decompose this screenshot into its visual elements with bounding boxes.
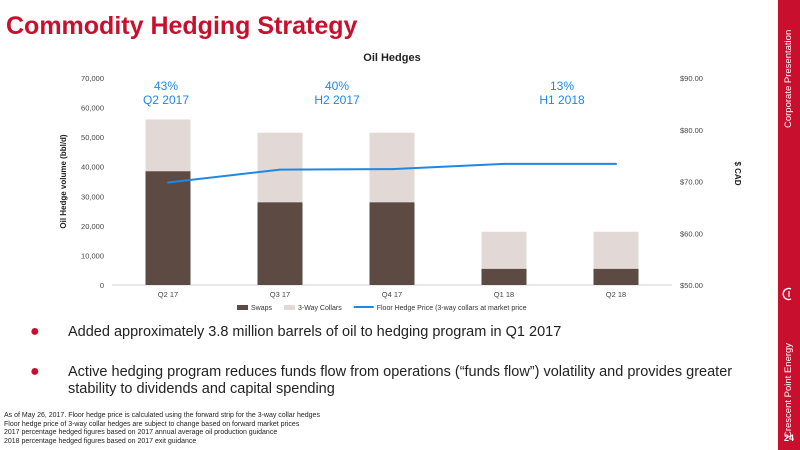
legend-swatch — [237, 305, 248, 310]
bullet-item: ● Added approximately 3.8 million barrel… — [30, 323, 562, 340]
x-tick-label: Q2 17 — [158, 290, 178, 299]
company-logo-icon — [782, 287, 792, 301]
legend-label: Floor Hedge Price (3-way collars at mark… — [377, 305, 527, 312]
y-tick-label: 30,000 — [81, 192, 104, 201]
bullet-item: ● Active hedging program reduces funds f… — [30, 363, 733, 397]
line-point — [503, 162, 505, 165]
annotation-percent: 13% — [550, 79, 574, 93]
bullet-dot-icon: ● — [30, 323, 40, 340]
bar — [369, 202, 415, 285]
footnote: Floor hedge price of 3-way collar hedges… — [4, 420, 300, 428]
footnote: 2017 percentage hedged figures based on … — [4, 429, 278, 436]
annotation-period: H2 2017 — [314, 93, 360, 107]
y2-tick-label: $50.00 — [680, 281, 703, 290]
oil-hedges-chart: Oil Hedges 0 10,000 20,000 30,000 40,000 50,00… — [59, 52, 742, 312]
legend-label: 3-Way Collars — [298, 305, 342, 312]
y-tick-label: 10,000 — [81, 251, 104, 260]
bar — [481, 231, 527, 269]
line-point — [279, 168, 281, 171]
line-point — [615, 162, 617, 165]
y2-tick-label: $80.00 — [680, 126, 703, 135]
y-tick-label: 20,000 — [81, 222, 104, 231]
bar — [257, 132, 303, 203]
footnote: As of May 26, 2017. Floor hedge price is… — [4, 412, 320, 419]
x-tick-label: Q3 17 — [270, 290, 290, 299]
y-axis-label: Oil Hedge volume (bbl/d) — [59, 134, 68, 229]
sidebar-bottom-text: Crescent Point Energy — [783, 342, 794, 438]
chart-title: Oil Hedges — [363, 52, 420, 64]
bar — [145, 119, 191, 172]
x-tick-label: Q1 18 — [494, 290, 514, 299]
footnotes: As of May 26, 2017. Floor hedge price is… — [4, 412, 320, 446]
bar — [257, 202, 303, 285]
bar — [593, 268, 639, 285]
annotation-period: H1 2018 — [539, 93, 585, 107]
y2-tick-label: $90.00 — [680, 74, 703, 83]
footnote: 2018 percentage hedged figures based on … — [4, 437, 197, 445]
bar — [593, 231, 639, 269]
annotation-percent: 40% — [325, 79, 349, 93]
slide-title: Commodity Hedging Strategy — [6, 12, 358, 40]
bullet-dot-icon: ● — [30, 363, 40, 380]
annotation-percent: 43% — [154, 79, 178, 93]
annotation-period: Q2 2017 — [143, 93, 189, 107]
y2-tick-label: $70.00 — [680, 178, 703, 187]
legend-label: Swaps — [251, 305, 273, 312]
sidebar-band — [778, 0, 800, 450]
line-point — [167, 181, 169, 184]
y2-tick-label: $60.00 — [680, 229, 703, 238]
page-number: 24 — [783, 433, 794, 443]
y-tick-label: 0 — [100, 281, 104, 290]
y-tick-label: 60,000 — [81, 104, 104, 113]
x-tick-label: Q2 18 — [606, 290, 626, 299]
y-tick-label: 70,000 — [81, 74, 104, 83]
line-point — [391, 168, 393, 171]
y2-axis-label: $ CAD — [733, 161, 742, 185]
y-tick-label: 40,000 — [81, 163, 104, 172]
y-tick-label: 50,000 — [81, 133, 104, 142]
bar — [481, 268, 527, 285]
x-tick-label: Q4 17 — [382, 290, 402, 299]
bar — [145, 171, 191, 285]
legend-swatch — [284, 305, 296, 310]
